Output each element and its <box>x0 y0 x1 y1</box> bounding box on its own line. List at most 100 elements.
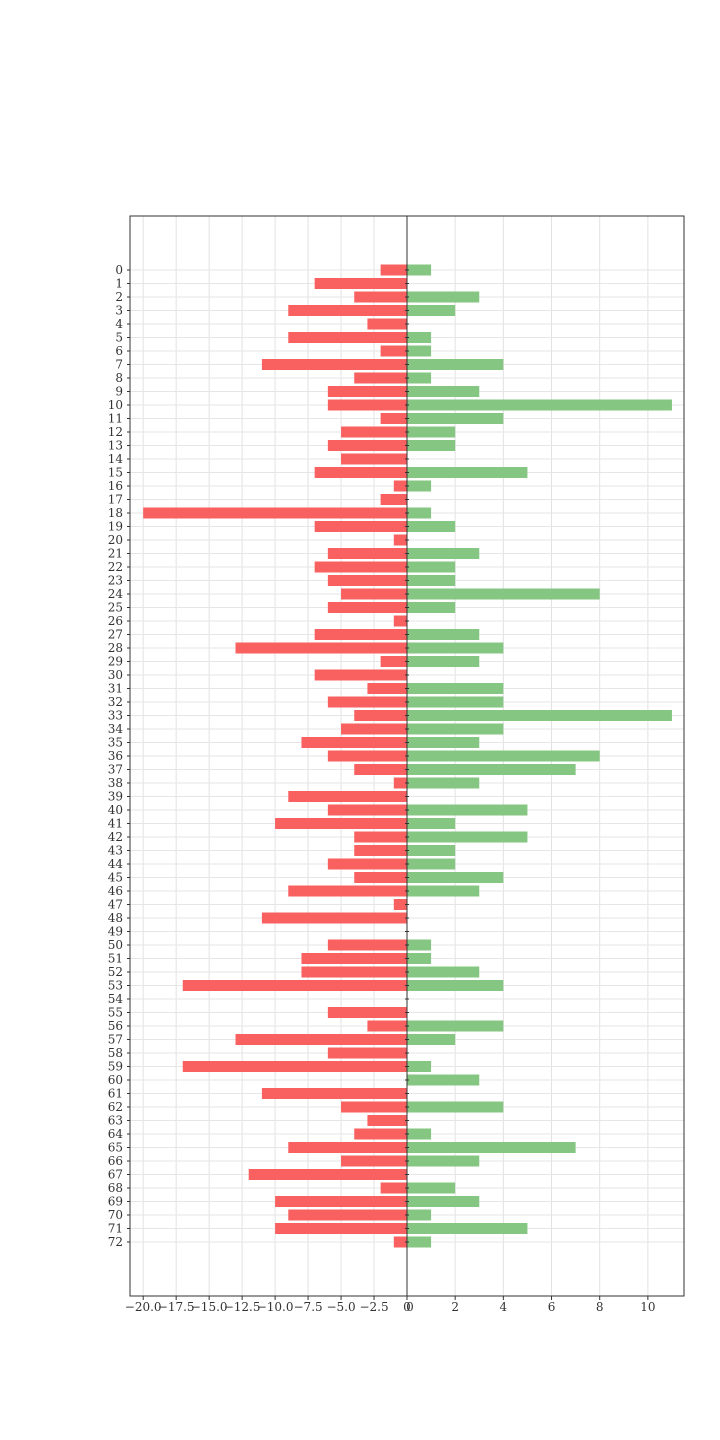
bar-negative-38 <box>393 777 407 789</box>
y-tick-label: 47 <box>108 898 123 912</box>
y-tick-label: 32 <box>108 695 123 709</box>
bar-positive-16 <box>407 480 432 492</box>
negative-bars <box>143 264 407 1248</box>
y-tick-label: 53 <box>108 979 123 993</box>
y-tick-label: 24 <box>108 587 124 601</box>
bar-positive-24 <box>407 588 600 600</box>
bar-negative-10 <box>327 399 407 411</box>
x-tick-label-left: −5.0 <box>326 1300 355 1314</box>
bar-negative-55 <box>327 1007 407 1018</box>
x-tick-label-right: 4 <box>500 1300 508 1314</box>
y-tick-label: 26 <box>108 614 123 628</box>
bar-negative-51 <box>301 953 407 964</box>
bar-negative-44 <box>327 858 407 870</box>
bar-positive-38 <box>407 777 480 789</box>
bar-negative-11 <box>380 413 407 424</box>
bar-negative-65 <box>288 1142 407 1153</box>
bar-positive-19 <box>407 521 456 532</box>
bar-positive-65 <box>407 1142 576 1153</box>
bar-positive-7 <box>407 359 504 370</box>
bar-positive-2 <box>407 291 480 303</box>
bar-negative-8 <box>354 372 407 384</box>
bar-positive-68 <box>407 1182 456 1194</box>
y-tick-label: 8 <box>115 371 123 385</box>
bar-negative-41 <box>275 818 407 829</box>
y-tick-label: 59 <box>108 1060 123 1074</box>
y-tick-label: 70 <box>108 1208 123 1222</box>
bar-negative-37 <box>354 764 407 775</box>
bar-negative-42 <box>354 831 407 843</box>
y-tick-label: 72 <box>108 1235 123 1249</box>
y-tick-label: 15 <box>108 466 123 480</box>
bar-negative-66 <box>341 1155 407 1167</box>
bar-positive-53 <box>407 980 504 991</box>
y-tick-labels: 0123456789101112131415161718192021222324… <box>108 263 130 1249</box>
bar-negative-57 <box>235 1034 407 1045</box>
bar-positive-15 <box>407 467 528 478</box>
bar-negative-23 <box>327 575 407 586</box>
bar-negative-12 <box>341 426 407 438</box>
y-tick-label: 45 <box>108 871 123 885</box>
y-tick-label: 61 <box>108 1087 123 1101</box>
bar-negative-5 <box>288 332 407 343</box>
y-tick-label: 56 <box>108 1019 123 1033</box>
bar-positive-6 <box>407 345 432 357</box>
bar-negative-58 <box>327 1047 407 1059</box>
bar-negative-61 <box>261 1088 407 1099</box>
bar-negative-18 <box>143 507 407 519</box>
y-tick-label: 58 <box>108 1046 123 1060</box>
y-tick-label: 13 <box>108 439 123 453</box>
y-tick-label: 69 <box>108 1195 123 1209</box>
bar-positive-56 <box>407 1020 504 1032</box>
bar-negative-46 <box>288 885 407 897</box>
y-tick-label: 0 <box>115 263 123 277</box>
y-tick-label: 20 <box>108 533 123 547</box>
bar-positive-66 <box>407 1155 480 1167</box>
y-tick-label: 65 <box>108 1141 123 1155</box>
y-tick-label: 67 <box>108 1168 123 1182</box>
bar-positive-29 <box>407 656 480 667</box>
y-tick-label: 27 <box>108 628 123 642</box>
y-tick-label: 49 <box>108 925 123 939</box>
bar-positive-32 <box>407 696 504 708</box>
y-tick-label: 7 <box>115 358 123 372</box>
y-tick-label: 22 <box>108 560 123 574</box>
bar-negative-17 <box>380 494 407 505</box>
bar-negative-20 <box>393 534 407 546</box>
x-tick-label-left: −12.5 <box>224 1300 261 1314</box>
y-tick-label: 6 <box>115 344 123 358</box>
bar-negative-34 <box>341 723 407 735</box>
bar-negative-29 <box>380 656 407 667</box>
bar-negative-33 <box>354 710 407 721</box>
y-tick-label: 1 <box>115 277 123 291</box>
y-tick-label: 36 <box>108 749 123 763</box>
y-tick-label: 41 <box>108 817 123 831</box>
y-tick-label: 17 <box>108 493 123 507</box>
bar-positive-13 <box>407 440 456 451</box>
bar-negative-72 <box>393 1236 407 1248</box>
y-tick-label: 54 <box>108 992 124 1006</box>
bar-positive-50 <box>407 939 432 951</box>
y-tick-label: 18 <box>108 506 123 520</box>
y-tick-label: 66 <box>108 1154 123 1168</box>
y-tick-label: 52 <box>108 965 123 979</box>
y-tick-label: 14 <box>108 452 124 466</box>
bar-negative-64 <box>354 1128 407 1140</box>
bar-positive-31 <box>407 683 504 694</box>
bar-positive-22 <box>407 561 456 573</box>
bar-negative-69 <box>275 1196 407 1207</box>
bar-negative-7 <box>261 359 407 370</box>
bar-negative-4 <box>367 318 407 330</box>
bar-positive-18 <box>407 507 432 519</box>
x-tick-label-right: 6 <box>548 1300 556 1314</box>
x-tick-label-left: −2.5 <box>359 1300 388 1314</box>
x-tick-label-right: 10 <box>640 1300 655 1314</box>
x-tick-label-left: −15.0 <box>191 1300 228 1314</box>
bar-positive-0 <box>407 264 432 276</box>
bar-positive-45 <box>407 872 504 883</box>
bar-negative-1 <box>314 278 407 289</box>
x-tick-label-left: −7.5 <box>294 1300 323 1314</box>
y-tick-label: 68 <box>108 1181 123 1195</box>
bar-positive-8 <box>407 372 432 384</box>
